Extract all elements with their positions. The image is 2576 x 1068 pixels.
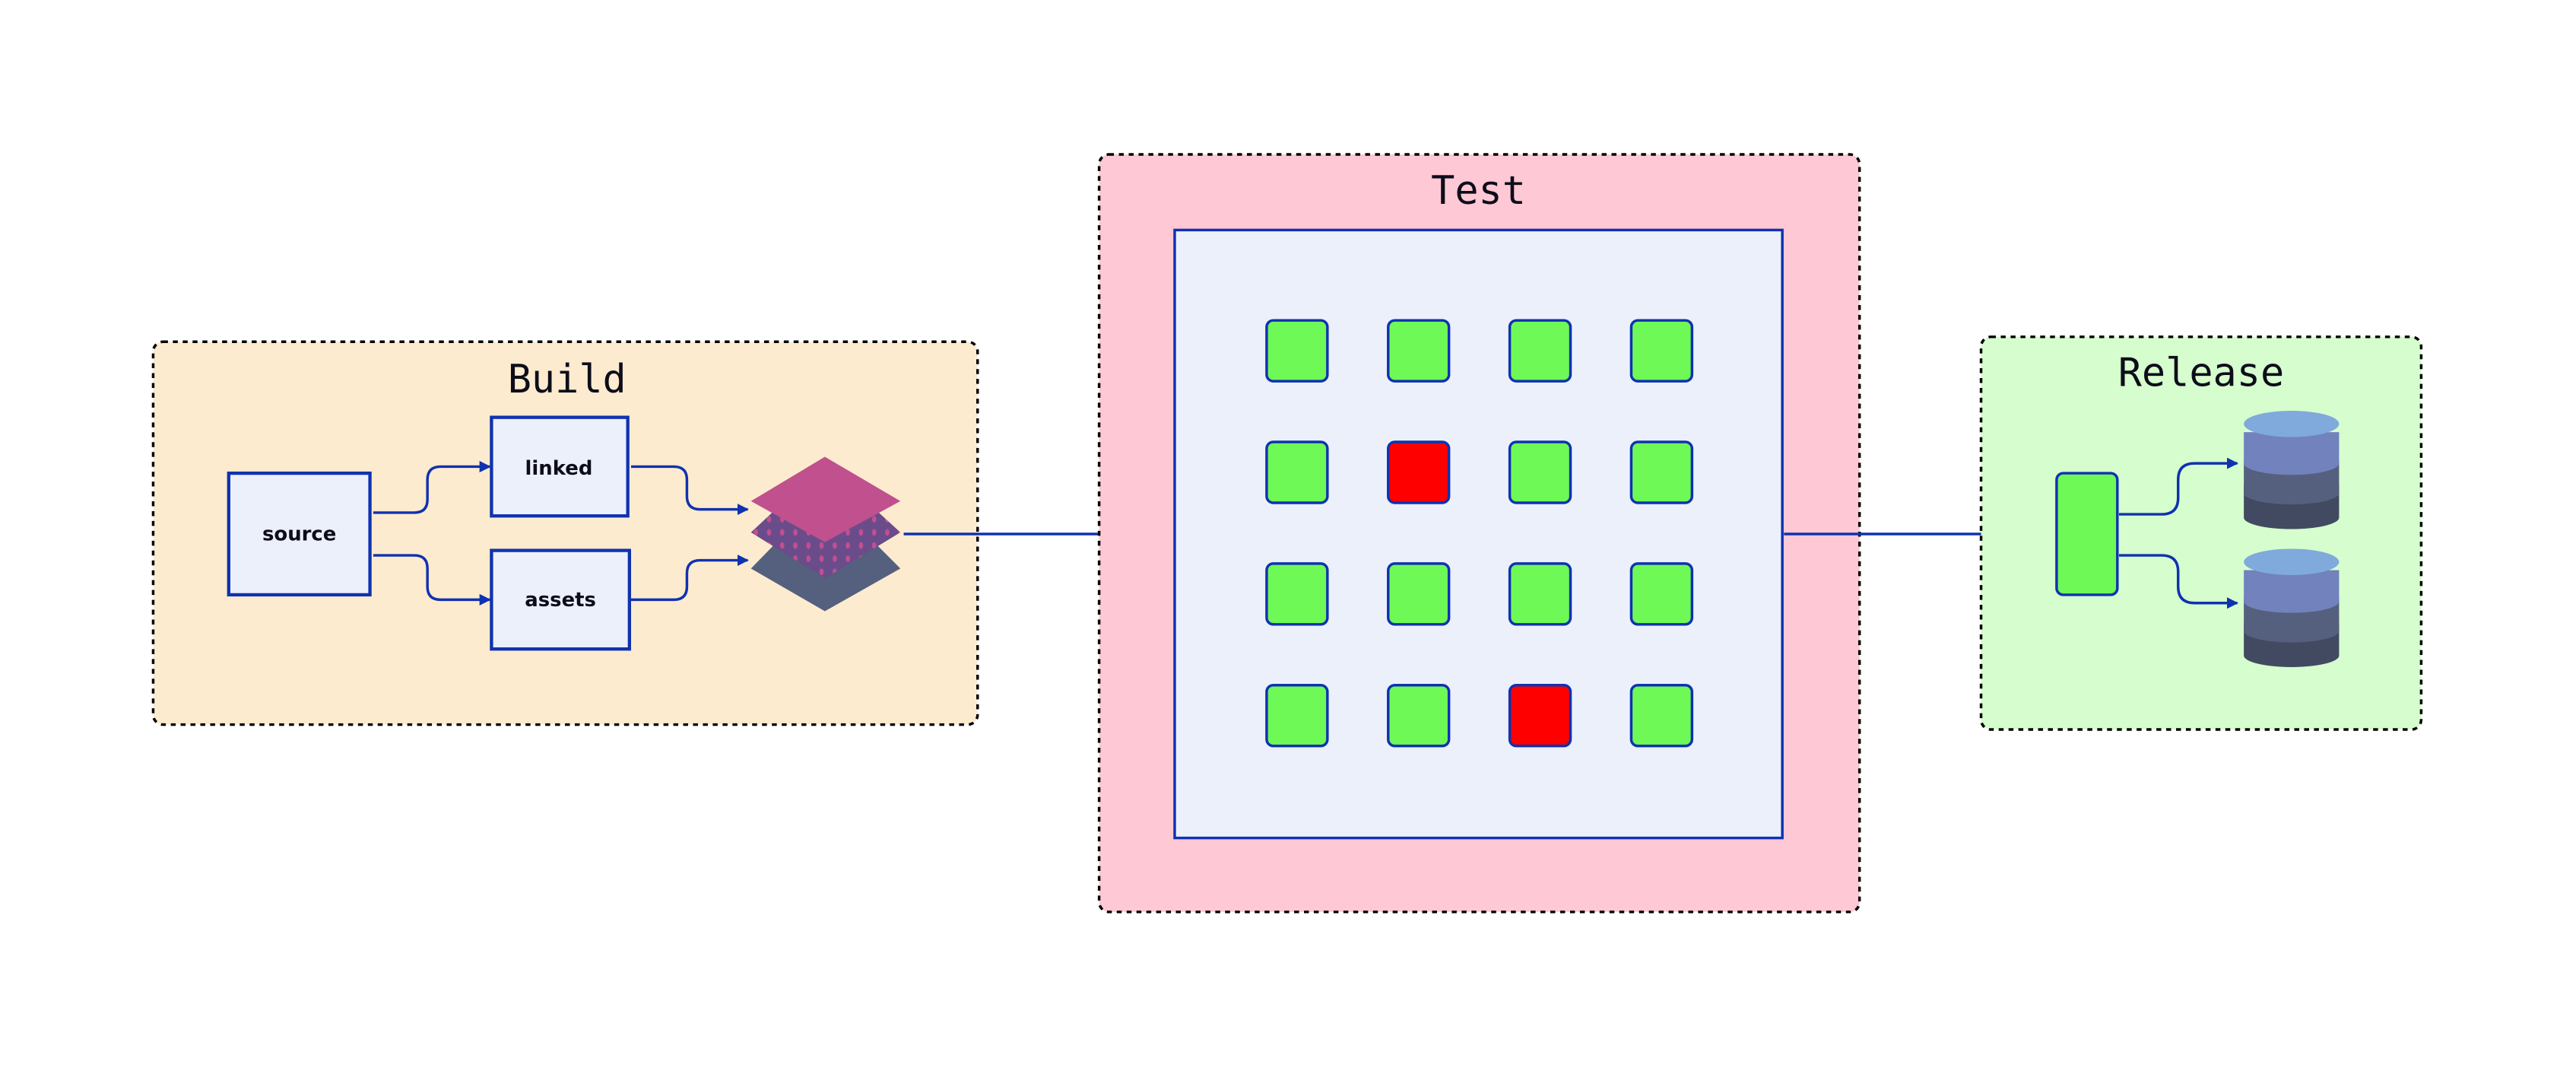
test-stage: Test <box>1097 153 1861 914</box>
node-assets-label: assets <box>525 589 596 612</box>
test-case-pass[interactable] <box>1387 683 1451 748</box>
test-grid <box>1265 319 1694 748</box>
test-case-pass[interactable] <box>1265 562 1329 626</box>
test-case-pass[interactable] <box>1265 683 1329 748</box>
node-linked-label: linked <box>525 457 593 480</box>
test-case-pass[interactable] <box>1629 440 1694 504</box>
edge-release-db1 <box>2118 457 2238 516</box>
release-stage: Release <box>1979 335 2423 731</box>
node-linked[interactable]: linked <box>490 415 630 518</box>
database-icon <box>2244 548 2340 667</box>
layers-icon <box>750 456 901 612</box>
build-title: Build <box>508 357 627 402</box>
node-assets[interactable]: assets <box>490 548 631 651</box>
edge-assets-layers <box>631 555 749 602</box>
node-source[interactable]: source <box>227 471 372 597</box>
test-case-fail[interactable] <box>1508 683 1572 748</box>
edge-source-assets <box>373 554 491 606</box>
test-case-pass[interactable] <box>1508 562 1572 626</box>
test-case-pass[interactable] <box>1629 683 1694 748</box>
test-case-fail[interactable] <box>1387 440 1451 504</box>
test-case-pass[interactable] <box>1387 562 1451 626</box>
database-icon <box>2244 411 2340 529</box>
test-case-pass[interactable] <box>1387 319 1451 383</box>
edge-release-db2 <box>2118 554 2238 609</box>
test-panel <box>1173 228 1784 840</box>
test-case-pass[interactable] <box>1629 319 1694 383</box>
edge-source-linked <box>373 460 491 514</box>
release-title: Release <box>2118 351 2284 396</box>
build-stage: Build source linked assets <box>151 340 979 726</box>
test-case-pass[interactable] <box>1508 440 1572 504</box>
release-node[interactable] <box>2055 472 2119 596</box>
test-title: Test <box>1431 168 1526 214</box>
test-case-pass[interactable] <box>1508 319 1572 383</box>
test-case-pass[interactable] <box>1265 440 1329 504</box>
edge-linked-layers <box>631 465 749 516</box>
test-case-pass[interactable] <box>1265 319 1329 383</box>
node-source-label: source <box>262 523 336 546</box>
test-case-pass[interactable] <box>1629 562 1694 626</box>
